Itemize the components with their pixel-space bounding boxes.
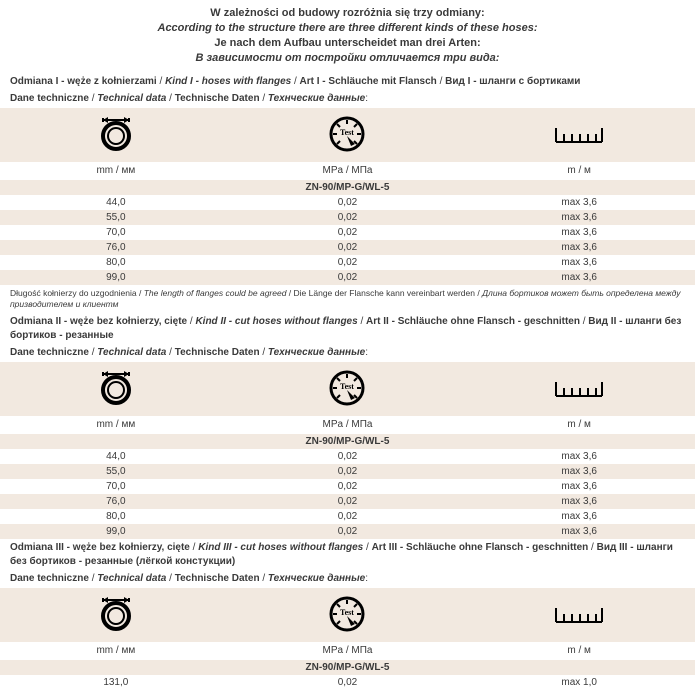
cell-length: max 1,0 (463, 675, 695, 690)
cell-length: max 3,6 (463, 195, 695, 210)
cell-diameter: 99,0 (0, 270, 232, 285)
svg-text:Test: Test (341, 608, 355, 617)
table-row: 44,00,02max 3,6 (0, 449, 695, 464)
table-row: 99,00,02max 3,6 (0, 270, 695, 285)
technical-data-label: Dane techniczne / Technical data / Techn… (0, 91, 695, 108)
col-label-mm: mm / мм (0, 162, 232, 180)
cell-length: max 3,6 (463, 479, 695, 494)
cell-length: max 3,6 (463, 240, 695, 255)
cell-length: max 3,6 (463, 270, 695, 285)
cell-diameter: 55,0 (0, 210, 232, 225)
cell-diameter: 80,0 (0, 509, 232, 524)
cell-diameter: 44,0 (0, 449, 232, 464)
section-title: Odmiana I - węże z kołnierzami / Kind I … (0, 73, 695, 91)
cell-pressure: 0,02 (232, 675, 464, 690)
cell-pressure: 0,02 (232, 524, 464, 539)
cell-pressure: 0,02 (232, 255, 464, 270)
data-table: Test mm / ммMPa / МПаm / мZN-90/MP-G/WL-5… (0, 108, 695, 285)
page-header: W zależności od budowy rozróżnia się trz… (0, 0, 695, 73)
svg-text:Test: Test (341, 128, 355, 137)
ruler-icon (554, 122, 604, 146)
cell-length: max 3,6 (463, 464, 695, 479)
section-title: Odmiana III - węże bez kołnierzy, cięte … (0, 539, 695, 571)
col-label-mm: mm / мм (0, 642, 232, 660)
col-label-m: m / м (463, 162, 695, 180)
table-row: 76,00,02max 3,6 (0, 494, 695, 509)
cell-length: max 3,6 (463, 255, 695, 270)
ruler-icon (554, 376, 604, 400)
col-label-mm: mm / мм (0, 416, 232, 434)
section-title: Odmiana II - węże bez kołnierzy, cięte /… (0, 313, 695, 345)
product-code: ZN-90/MP-G/WL-5 (0, 660, 695, 675)
cell-diameter: 70,0 (0, 225, 232, 240)
footnote: Długość kołnierzy do uzgodnienia / The l… (0, 285, 695, 313)
cell-diameter: 76,0 (0, 240, 232, 255)
header-line-ru: В зависимости от постройки отличается тр… (0, 51, 695, 66)
cell-diameter: 131,0 (0, 675, 232, 690)
table-row: 131,00,02max 1,0 (0, 675, 695, 690)
cell-length: max 3,6 (463, 225, 695, 240)
cell-pressure: 0,02 (232, 210, 464, 225)
cell-pressure: 0,02 (232, 464, 464, 479)
cell-length: max 3,6 (463, 524, 695, 539)
table-row: 80,00,02max 3,6 (0, 255, 695, 270)
ruler-icon (554, 602, 604, 626)
cell-pressure: 0,02 (232, 494, 464, 509)
cell-pressure: 0,02 (232, 449, 464, 464)
table-row: 99,00,02max 3,6 (0, 524, 695, 539)
technical-data-label: Dane techniczne / Technical data / Techn… (0, 345, 695, 362)
table-row: 80,00,02max 3,6 (0, 509, 695, 524)
pressure-gauge-icon: Test (327, 114, 367, 154)
data-table: Test mm / ммMPa / МПаm / мZN-90/MP-G/WL-5… (0, 362, 695, 539)
cell-diameter: 55,0 (0, 464, 232, 479)
col-label-mpa: MPa / МПа (232, 416, 464, 434)
table-row: 55,00,02max 3,6 (0, 464, 695, 479)
cell-length: max 3,6 (463, 449, 695, 464)
diameter-icon (96, 368, 136, 408)
cell-pressure: 0,02 (232, 479, 464, 494)
pressure-gauge-icon: Test (327, 594, 367, 634)
technical-data-label: Dane techniczne / Technical data / Techn… (0, 571, 695, 588)
col-label-mpa: MPa / МПа (232, 162, 464, 180)
cell-pressure: 0,02 (232, 195, 464, 210)
header-line-pl: W zależności od budowy rozróżnia się trz… (0, 6, 695, 21)
cell-diameter: 80,0 (0, 255, 232, 270)
cell-diameter: 99,0 (0, 524, 232, 539)
col-label-mpa: MPa / МПа (232, 642, 464, 660)
svg-text:Test: Test (341, 382, 355, 391)
product-code: ZN-90/MP-G/WL-5 (0, 180, 695, 195)
cell-diameter: 70,0 (0, 479, 232, 494)
cell-pressure: 0,02 (232, 270, 464, 285)
diameter-icon (96, 594, 136, 634)
table-row: 55,00,02max 3,6 (0, 210, 695, 225)
product-code: ZN-90/MP-G/WL-5 (0, 434, 695, 449)
cell-length: max 3,6 (463, 210, 695, 225)
header-line-en: According to the structure there are thr… (0, 21, 695, 36)
cell-diameter: 44,0 (0, 195, 232, 210)
cell-pressure: 0,02 (232, 240, 464, 255)
diameter-icon (96, 114, 136, 154)
header-line-de: Je nach dem Aufbau unterscheidet man dre… (0, 36, 695, 51)
cell-length: max 3,6 (463, 509, 695, 524)
table-row: 44,00,02max 3,6 (0, 195, 695, 210)
cell-pressure: 0,02 (232, 225, 464, 240)
cell-length: max 3,6 (463, 494, 695, 509)
table-row: 70,00,02max 3,6 (0, 479, 695, 494)
col-label-m: m / м (463, 642, 695, 660)
cell-pressure: 0,02 (232, 509, 464, 524)
table-row: 76,00,02max 3,6 (0, 240, 695, 255)
cell-diameter: 76,0 (0, 494, 232, 509)
pressure-gauge-icon: Test (327, 368, 367, 408)
data-table: Test mm / ммMPa / МПаm / мZN-90/MP-G/WL-5… (0, 588, 695, 690)
col-label-m: m / м (463, 416, 695, 434)
table-row: 70,00,02max 3,6 (0, 225, 695, 240)
